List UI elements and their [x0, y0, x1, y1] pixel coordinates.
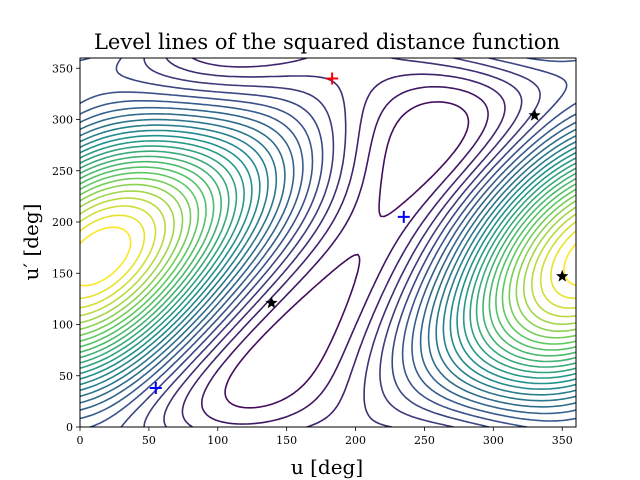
contour-level-line	[80, 177, 576, 339]
star-marker	[528, 108, 541, 121]
contour-level-line	[80, 190, 576, 325]
y-tick-label: 300	[52, 114, 73, 127]
y-tick-label: 50	[59, 370, 73, 383]
contour-level-line	[80, 171, 576, 345]
x-axis-ticks: 0 50 100 150 200 250 300 350	[77, 427, 573, 447]
contour-level-line	[80, 183, 576, 332]
contour-level-line	[143, 58, 541, 427]
star-marker	[556, 269, 569, 282]
x-tick-label: 200	[345, 434, 366, 447]
contour-level-line	[80, 155, 576, 363]
contour-level-line	[80, 145, 576, 374]
contour-level-line	[80, 134, 576, 385]
x-tick-label: 0	[77, 434, 84, 447]
x-axis-label: u [deg]	[291, 455, 363, 479]
contour-level-line	[224, 101, 470, 409]
y-axis-label: u′ [deg]	[19, 204, 43, 281]
contour-level-line	[80, 150, 576, 368]
contour-level-line	[80, 100, 576, 422]
contour-level-line	[80, 160, 576, 357]
x-tick-label: 300	[483, 434, 504, 447]
contour-level-line	[80, 214, 576, 300]
y-tick-label: 0	[66, 421, 73, 434]
contour-level-line	[80, 118, 576, 402]
x-tick-label: 150	[276, 434, 297, 447]
contour-level-line	[80, 166, 576, 351]
contour-level-line	[201, 86, 489, 425]
y-tick-label: 200	[52, 216, 73, 229]
plus-marker	[149, 382, 162, 395]
x-tick-label: 50	[142, 434, 156, 447]
y-tick-label: 150	[52, 267, 73, 280]
contour-level-line	[80, 140, 576, 379]
y-tick-label: 250	[52, 165, 73, 178]
marker-group	[149, 72, 569, 395]
contour-level-line	[163, 58, 523, 427]
contour-level-line	[80, 106, 576, 415]
x-tick-label: 350	[552, 434, 573, 447]
plot-frame	[79, 57, 577, 428]
contour-lines	[80, 58, 576, 427]
x-tick-label: 250	[414, 434, 435, 447]
contour-level-line	[115, 58, 568, 427]
contour-level-line	[181, 58, 506, 427]
plus-marker	[326, 72, 339, 85]
x-tick-label: 100	[207, 434, 228, 447]
contour-level-line	[80, 205, 576, 309]
contour-level-line	[80, 124, 576, 396]
y-tick-label: 350	[52, 62, 73, 75]
plus-marker	[397, 210, 410, 223]
star-marker	[265, 296, 278, 309]
y-axis-ticks: 0 50 100 150 200 250 300 350	[52, 62, 80, 434]
y-tick-label: 100	[52, 319, 73, 332]
chart-title: Level lines of the squared distance func…	[94, 30, 560, 54]
contour-level-line	[80, 113, 576, 408]
contour-level-line	[80, 197, 576, 318]
contour-level-line	[80, 129, 576, 390]
contour-level-line	[80, 226, 576, 287]
